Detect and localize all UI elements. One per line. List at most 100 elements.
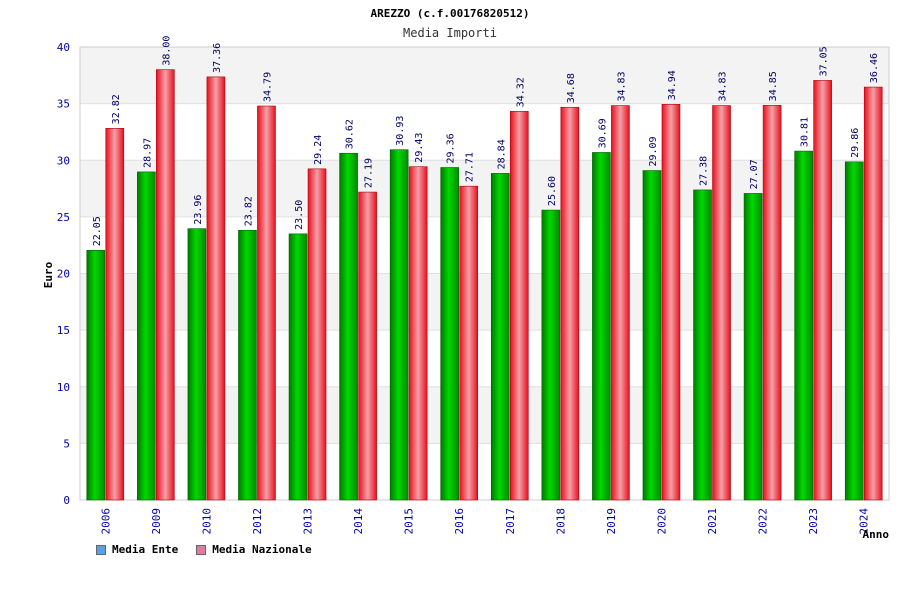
bar-value-label: 27.71	[465, 152, 476, 182]
y-tick-label: 40	[57, 41, 70, 54]
bar-media-nazionale-2010	[206, 76, 226, 501]
x-tick-label: 2024	[858, 508, 871, 535]
bar-value-label: 28.97	[142, 138, 153, 168]
bar-media-nazionale-2018	[560, 106, 580, 501]
y-tick-label: 15	[57, 324, 70, 337]
bar-value-label: 22.05	[92, 216, 103, 246]
legend-label-media-ente: Media Ente	[112, 543, 179, 556]
x-tick-label: 2017	[504, 508, 517, 535]
bar-media-ente-2021	[693, 189, 712, 501]
y-axis-label: Euro	[42, 261, 55, 288]
bar-value-label: 34.85	[768, 71, 779, 101]
x-tick-label: 2010	[200, 508, 213, 535]
y-tick-label: 0	[63, 494, 70, 507]
bar-value-label: 37.05	[819, 46, 830, 76]
legend-swatch-media-nazionale	[196, 544, 207, 555]
bar-value-label: 34.79	[262, 72, 273, 102]
y-tick-label: 10	[57, 381, 70, 394]
bar-value-label: 30.62	[345, 119, 356, 149]
bar-value-label: 30.93	[395, 116, 406, 146]
bar-media-nazionale-2020	[661, 104, 681, 501]
x-tick-label: 2023	[807, 508, 820, 535]
bar-value-label: 27.07	[749, 159, 760, 189]
bar-media-ente-2012	[238, 229, 257, 501]
bar-media-ente-2018	[541, 209, 561, 501]
bar-media-nazionale-2019	[611, 105, 630, 501]
bar-media-nazionale-2017	[509, 111, 529, 501]
plot-border	[79, 46, 890, 501]
x-axis: 2006 2009 2010 2012 2013 2014 2015 2016 2017 2018…	[99, 508, 870, 535]
bar-media-ente-2017	[490, 173, 510, 501]
bar-media-nazionale-2015	[408, 166, 428, 501]
bar-media-nazionale-2024	[863, 86, 883, 501]
y-tick-label: 5	[63, 437, 70, 450]
bar-media-ente-2009	[137, 171, 156, 501]
bar-value-label: 28.84	[496, 139, 507, 169]
bar-media-ente-2014	[339, 152, 358, 501]
bar-value-label: 36.46	[869, 53, 880, 83]
bar-media-ente-2010	[187, 228, 207, 501]
y-axis: 0 5 10 15 20 25 30 35 40	[57, 41, 70, 507]
bar-value-label: 29.86	[850, 128, 861, 158]
bar-media-ente-2020	[642, 170, 662, 501]
bar-media-nazionale-2022	[762, 105, 782, 501]
x-tick-label: 2022	[757, 508, 770, 535]
bar-media-nazionale-2021	[712, 105, 731, 501]
x-tick-label: 2009	[150, 508, 163, 535]
bars	[86, 69, 883, 501]
legend-swatch-media-ente	[96, 544, 106, 555]
x-tick-label: 2018	[554, 508, 567, 535]
bar-value-label: 34.68	[566, 73, 577, 103]
x-tick-label: 2019	[605, 508, 618, 535]
bar-media-nazionale-2023	[813, 80, 832, 501]
x-tick-label: 2014	[352, 508, 365, 535]
legend-item-media-nazionale: Media Nazionale	[196, 543, 312, 556]
bar-value-label: 29.24	[313, 135, 324, 165]
bar-media-ente-2015	[389, 149, 409, 501]
x-tick-label: 2020	[655, 508, 668, 535]
chart-subtitle: Media Importi	[403, 26, 497, 40]
bar-value-label: 34.94	[667, 70, 678, 100]
bar-value-label: 37.36	[212, 43, 223, 73]
bar-media-nazionale-2012	[257, 105, 276, 501]
bar-media-nazionale-2006	[105, 128, 125, 501]
x-tick-label: 2006	[99, 508, 112, 535]
bar-value-label: 30.69	[597, 118, 608, 148]
y-tick-label: 25	[57, 211, 70, 224]
bar-value-label: 23.82	[243, 196, 254, 226]
bar-value-label: 27.19	[364, 158, 375, 188]
legend-label-media-nazionale: Media Nazionale	[212, 543, 312, 556]
bar-value-label: 34.83	[718, 71, 729, 101]
bar-value-label: 27.38	[699, 156, 710, 186]
x-tick-label: 2013	[302, 508, 315, 535]
y-tick-label: 30	[57, 154, 70, 167]
bar-media-nazionale-2014	[358, 191, 377, 501]
bar-value-label: 34.32	[515, 77, 526, 107]
bar-media-ente-2019	[592, 152, 611, 501]
bar-media-nazionale-2009	[156, 69, 175, 501]
x-tick-label: 2016	[453, 508, 466, 535]
bar-value-label: 38.00	[161, 36, 172, 66]
bar-value-label: 23.50	[294, 200, 305, 230]
bar-media-ente-2016	[440, 167, 460, 501]
x-tick-label: 2012	[251, 508, 264, 535]
bar-value-label: 32.82	[111, 94, 122, 124]
x-tick-label: 2021	[706, 508, 719, 535]
chart-title: AREZZO (c.f.00176820512)	[371, 7, 530, 20]
x-tick-label: 2015	[403, 508, 416, 535]
bar-value-label: 25.60	[547, 176, 558, 206]
bar-value-label: 29.09	[648, 136, 659, 166]
bar-value-label: 34.83	[616, 71, 627, 101]
bar-media-ente-2006	[86, 249, 106, 501]
x-axis-label: Anno	[863, 528, 890, 541]
y-tick-label: 35	[57, 98, 70, 111]
bar-media-ente-2024	[844, 161, 864, 501]
bar-value-label: 29.36	[446, 133, 457, 163]
bar-value-label: 23.96	[193, 195, 204, 225]
y-tick-label: 20	[57, 268, 70, 281]
legend: Media Ente Media Nazionale	[96, 543, 312, 556]
legend-item-media-ente: Media Ente	[96, 543, 178, 556]
bar-media-nazionale-2016	[459, 185, 479, 501]
bar-labels: 22.05 32.82 28.97 38.00 23.96 37.36 23.82 34.79…	[92, 36, 880, 247]
